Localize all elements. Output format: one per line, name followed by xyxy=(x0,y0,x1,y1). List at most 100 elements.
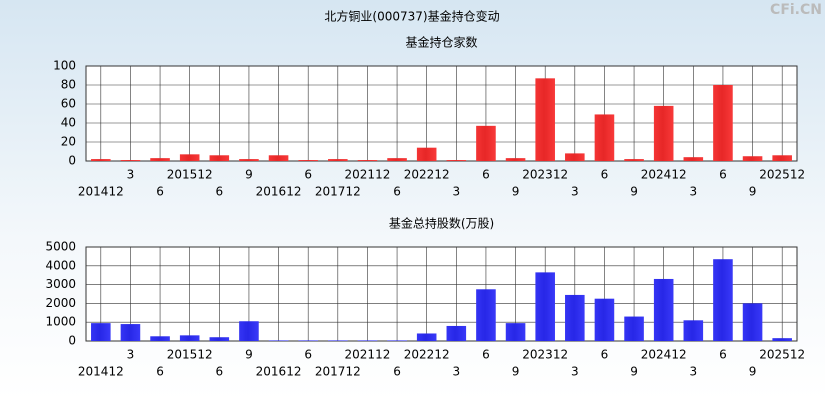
x-tick-label: 202212 xyxy=(404,348,450,362)
x-tick-label: 3 xyxy=(571,365,579,379)
bar-shine xyxy=(505,323,526,341)
x-tick-label: 6 xyxy=(215,185,223,199)
y-tick-label: 2000 xyxy=(45,296,76,310)
bar-shine xyxy=(357,160,378,161)
bar-shine xyxy=(476,289,496,341)
x-tick-label: 6 xyxy=(482,168,490,182)
x-tick-label: 201612 xyxy=(256,365,302,379)
y-tick-label: 80 xyxy=(61,78,76,92)
x-tick-label: 6 xyxy=(304,168,312,182)
bar-shine xyxy=(239,321,259,341)
bar-shine xyxy=(91,323,111,341)
bar-shine xyxy=(653,278,674,341)
x-tick-label: 202512 xyxy=(759,168,805,182)
bar-shine xyxy=(150,158,170,161)
bar-shine xyxy=(416,147,437,161)
bar-shine xyxy=(624,159,644,161)
bar-shine xyxy=(387,340,407,341)
y-tick-label: 60 xyxy=(61,97,76,111)
bar-shine xyxy=(446,160,467,161)
x-tick-label: 6 xyxy=(393,365,401,379)
x-tick-label: 3 xyxy=(452,365,460,379)
x-tick-label: 202412 xyxy=(641,348,687,362)
bar-shine xyxy=(742,303,763,341)
page-title: 北方铜业(000737)基金持仓变动 xyxy=(324,9,499,24)
bar-shine xyxy=(239,159,259,161)
chart-title: 基金持仓家数 xyxy=(405,35,477,50)
x-tick-label: 9 xyxy=(630,365,638,379)
bar-shine xyxy=(565,153,585,161)
x-tick-label: 202112 xyxy=(345,168,391,182)
y-tick-label: 3000 xyxy=(45,277,76,291)
bar-shine xyxy=(742,156,763,161)
bar-shine xyxy=(772,155,792,161)
x-tick-label: 201412 xyxy=(78,185,124,199)
plot-frame xyxy=(85,246,798,342)
y-tick-label: 5000 xyxy=(45,240,76,254)
bar-shine xyxy=(713,259,733,341)
x-tick-label: 6 xyxy=(719,348,727,362)
x-tick-label: 3 xyxy=(571,185,579,199)
x-tick-label: 202212 xyxy=(404,168,450,182)
bar-shine xyxy=(120,160,141,161)
bar-shine xyxy=(594,114,615,161)
bar-shine xyxy=(624,316,644,341)
bar-shine xyxy=(150,336,170,341)
bar-shine xyxy=(535,272,555,341)
bar-shine xyxy=(209,155,230,161)
x-tick-label: 9 xyxy=(749,185,757,199)
x-tick-label: 3 xyxy=(689,185,697,199)
x-tick-label: 202512 xyxy=(759,348,805,362)
watermark: CFi.CN xyxy=(770,2,822,18)
x-tick-label: 6 xyxy=(304,348,312,362)
y-tick-label: 4000 xyxy=(45,258,76,272)
x-tick-label: 202412 xyxy=(641,168,687,182)
bar-shine xyxy=(535,78,555,161)
x-tick-label: 201412 xyxy=(78,365,124,379)
x-tick-label: 9 xyxy=(512,365,520,379)
bar-shine xyxy=(328,340,348,341)
x-tick-label: 9 xyxy=(630,185,638,199)
x-tick-label: 3 xyxy=(452,185,460,199)
x-tick-label: 202312 xyxy=(522,168,568,182)
bar-shine xyxy=(179,154,200,161)
x-tick-label: 9 xyxy=(245,348,253,362)
x-tick-label: 6 xyxy=(601,348,609,362)
y-tick-label: 0 xyxy=(68,334,76,348)
chart-title: 基金总持股数(万股) xyxy=(389,216,494,231)
x-tick-label: 201612 xyxy=(256,185,302,199)
bar-shine xyxy=(298,160,318,161)
bar-shine xyxy=(594,298,615,341)
y-tick-label: 40 xyxy=(61,116,76,130)
plot-frame xyxy=(85,65,798,162)
bar-shine xyxy=(268,340,289,341)
x-tick-label: 9 xyxy=(512,185,520,199)
x-tick-label: 201712 xyxy=(315,365,361,379)
y-tick-label: 100 xyxy=(53,59,76,73)
x-tick-label: 6 xyxy=(393,185,401,199)
bar-shine xyxy=(713,85,733,161)
plot-area xyxy=(86,247,797,341)
x-tick-label: 9 xyxy=(749,365,757,379)
bar-shine xyxy=(772,338,792,341)
x-tick-label: 3 xyxy=(689,365,697,379)
x-tick-label: 3 xyxy=(127,348,135,362)
bar-shine xyxy=(120,324,141,341)
bar-shine xyxy=(387,158,407,161)
bar-shine xyxy=(328,159,348,161)
plot-area xyxy=(86,66,797,161)
x-tick-label: 201712 xyxy=(315,185,361,199)
bar-shine xyxy=(91,159,111,161)
x-tick-label: 3 xyxy=(127,168,135,182)
bar-shine xyxy=(565,294,585,341)
bar-shine xyxy=(268,155,289,161)
x-tick-label: 6 xyxy=(215,365,223,379)
x-tick-label: 6 xyxy=(719,168,727,182)
y-tick-label: 1000 xyxy=(45,315,76,329)
bar-shine xyxy=(683,157,704,161)
x-tick-label: 6 xyxy=(156,365,164,379)
y-tick-label: 0 xyxy=(68,154,76,168)
y-tick-label: 20 xyxy=(61,135,76,149)
bar-shine xyxy=(357,340,378,341)
